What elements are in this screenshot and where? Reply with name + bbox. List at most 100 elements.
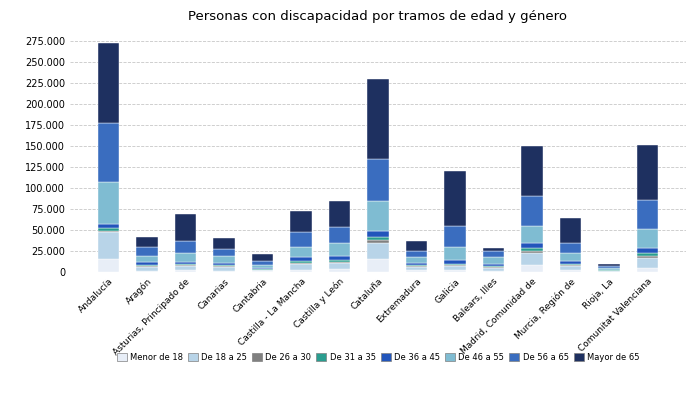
Bar xyxy=(329,269,350,272)
Bar xyxy=(637,268,658,272)
Bar xyxy=(560,265,581,266)
Bar xyxy=(175,241,196,254)
Bar xyxy=(522,226,542,242)
Bar xyxy=(483,271,504,272)
Bar xyxy=(329,256,350,260)
Bar xyxy=(522,265,542,272)
Bar xyxy=(637,254,658,256)
Bar xyxy=(214,256,235,263)
Bar xyxy=(252,271,273,272)
Bar xyxy=(290,257,312,262)
Bar xyxy=(522,248,542,251)
Bar xyxy=(214,265,235,266)
Bar xyxy=(637,200,658,229)
Bar xyxy=(290,264,312,270)
Bar xyxy=(522,146,542,196)
Bar xyxy=(483,267,504,268)
Bar xyxy=(406,251,427,258)
Bar xyxy=(329,201,350,226)
Bar xyxy=(406,263,427,266)
Bar xyxy=(175,270,196,272)
Bar xyxy=(136,256,158,262)
Bar xyxy=(329,263,350,269)
Bar xyxy=(598,271,620,272)
Bar xyxy=(483,264,504,266)
Bar xyxy=(175,266,196,270)
Bar xyxy=(175,265,196,266)
Bar xyxy=(329,262,350,263)
Bar xyxy=(406,258,427,263)
Bar xyxy=(368,259,388,272)
Bar xyxy=(290,211,312,232)
Bar xyxy=(98,231,119,232)
Bar xyxy=(522,242,542,248)
Bar xyxy=(444,270,466,272)
Bar xyxy=(98,224,119,228)
Bar xyxy=(214,249,235,256)
Bar xyxy=(214,266,235,271)
Bar xyxy=(175,262,196,264)
Bar xyxy=(252,254,273,260)
Bar xyxy=(136,247,158,256)
Bar xyxy=(444,247,466,260)
Bar xyxy=(214,271,235,272)
Bar xyxy=(598,266,620,268)
Bar xyxy=(368,159,388,201)
Bar xyxy=(368,79,388,159)
Bar xyxy=(98,228,119,231)
Bar xyxy=(136,237,158,247)
Bar xyxy=(252,260,273,265)
Bar xyxy=(483,257,504,264)
Bar xyxy=(560,266,581,270)
Bar xyxy=(406,267,427,270)
Bar xyxy=(560,270,581,272)
Bar xyxy=(98,123,119,182)
Bar xyxy=(483,266,504,267)
Bar xyxy=(252,265,273,268)
Bar xyxy=(368,237,388,240)
Bar xyxy=(175,254,196,262)
Bar xyxy=(368,231,388,237)
Bar xyxy=(290,263,312,264)
Title: Personas con discapacidad por tramos de edad y género: Personas con discapacidad por tramos de … xyxy=(188,10,568,23)
Bar xyxy=(290,270,312,272)
Bar xyxy=(136,271,158,272)
Bar xyxy=(329,226,350,243)
Bar xyxy=(637,256,658,258)
Bar xyxy=(136,266,158,271)
Bar xyxy=(560,243,581,253)
Bar xyxy=(136,265,158,266)
Bar xyxy=(444,260,466,264)
Bar xyxy=(368,240,388,242)
Bar xyxy=(522,251,542,253)
Bar xyxy=(483,248,504,251)
Bar xyxy=(406,270,427,272)
Bar xyxy=(637,258,658,268)
Bar xyxy=(252,268,273,269)
Bar xyxy=(290,232,312,247)
Bar xyxy=(368,242,388,259)
Bar xyxy=(522,253,542,265)
Bar xyxy=(98,43,119,123)
Bar xyxy=(637,248,658,254)
Bar xyxy=(637,229,658,248)
Bar xyxy=(560,262,581,264)
Bar xyxy=(444,265,466,266)
Bar xyxy=(483,268,504,271)
Bar xyxy=(560,218,581,243)
Bar xyxy=(598,268,620,270)
Bar xyxy=(406,266,427,267)
Bar xyxy=(444,226,466,247)
Legend: Menor de 18, De 18 a 25, De 26 a 30, De 31 a 35, De 36 a 45, De 46 a 55, De 56 a: Menor de 18, De 18 a 25, De 26 a 30, De … xyxy=(113,349,643,365)
Bar xyxy=(560,264,581,265)
Bar xyxy=(136,262,158,265)
Bar xyxy=(290,262,312,263)
Bar xyxy=(329,260,350,262)
Bar xyxy=(329,243,350,256)
Bar xyxy=(175,264,196,265)
Bar xyxy=(214,238,235,249)
Bar xyxy=(444,266,466,270)
Bar xyxy=(368,201,388,231)
Bar xyxy=(637,145,658,200)
Bar xyxy=(444,172,466,226)
